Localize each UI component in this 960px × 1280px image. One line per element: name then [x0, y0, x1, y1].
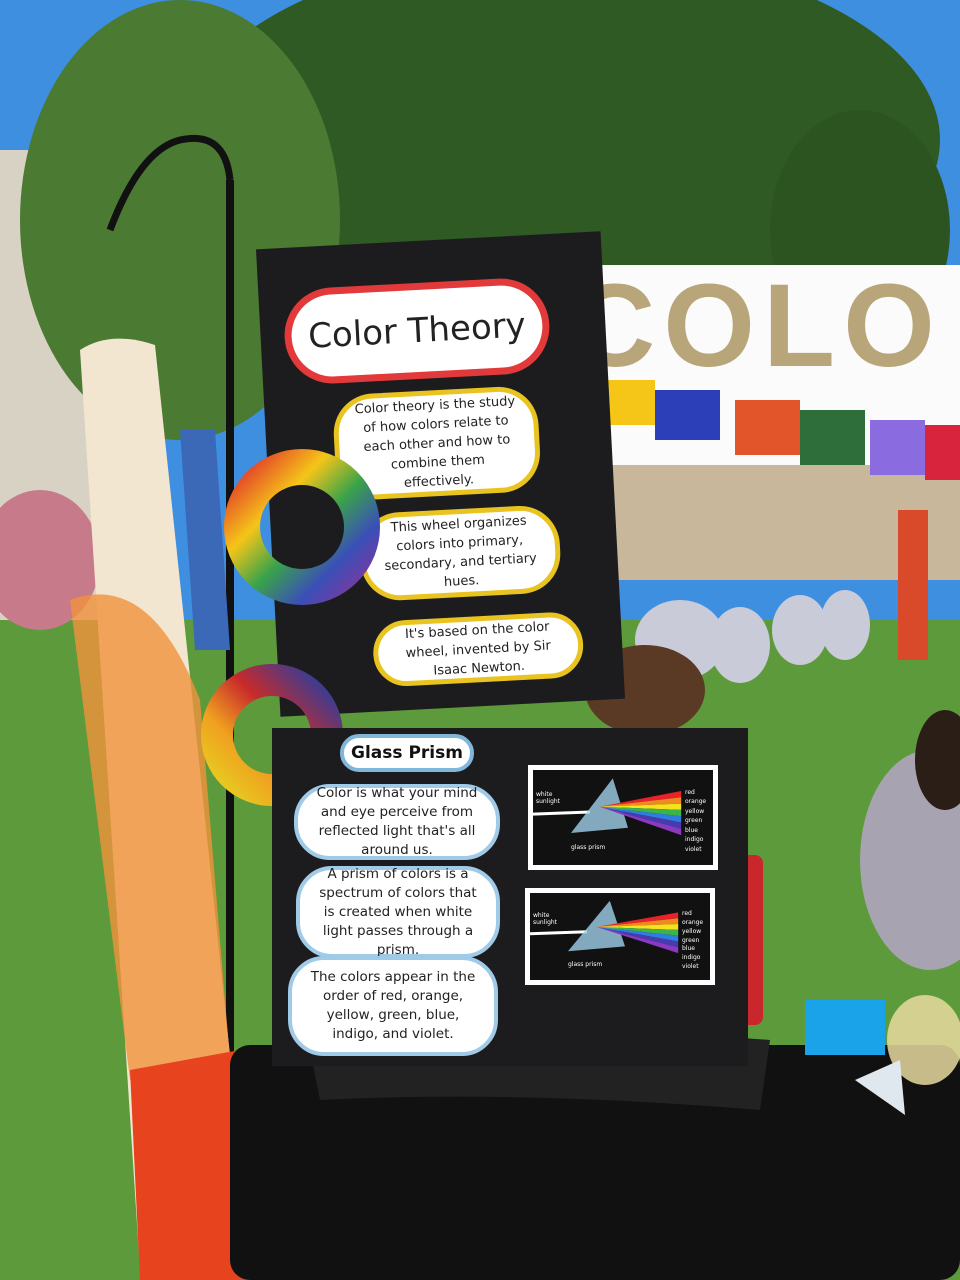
spectrum-label: blue: [685, 826, 698, 834]
spectrum-label: indigo: [682, 954, 701, 962]
diagram-label: glass prism: [571, 843, 606, 851]
spectrum-band: [599, 803, 682, 810]
hook: [106, 134, 234, 232]
windsock-blue: [180, 430, 230, 650]
bowl: [887, 995, 960, 1085]
spectrum-label: violet: [685, 845, 702, 853]
light-beam: [533, 810, 591, 816]
prism-drawing: [530, 900, 679, 954]
spectrum-band: [596, 918, 679, 927]
spectrum-band: [596, 926, 679, 936]
spectrum-label: indigo: [685, 836, 704, 844]
windsock-far: [898, 510, 928, 660]
diagram-label: white sunlight: [533, 912, 558, 927]
spectrum-label: orange: [685, 798, 707, 806]
prism-drawing: [533, 778, 682, 836]
paragraph: This wheel organizes colors into primary…: [357, 503, 563, 603]
shrub: [0, 490, 100, 630]
people: [585, 590, 960, 970]
spectrum-label: blue: [682, 945, 695, 953]
spectrum-label: yellow: [682, 927, 702, 935]
spectrum-label: red: [685, 788, 695, 796]
toy: [805, 1000, 885, 1055]
diagram-panel: white sunlight glass prism red orange yellow…: [533, 770, 713, 865]
spectrum-label: orange: [682, 919, 704, 927]
banner-text: COLO: [570, 260, 943, 392]
prism: [571, 778, 628, 833]
spectrum-label: red: [682, 910, 692, 918]
spectrum-label: green: [682, 936, 700, 944]
poster-title: Glass Prism: [340, 734, 474, 772]
light-beam: [530, 930, 588, 936]
paragraph: A prism of colors is a spectrum of color…: [296, 866, 500, 958]
diagram-label: white sunlight: [536, 791, 561, 805]
paragraph: Color is what your mind and eye perceive…: [294, 784, 500, 860]
prism: [568, 900, 625, 952]
windsock-tail: [130, 1050, 250, 1280]
spectrum-label: yellow: [685, 807, 705, 815]
table: [230, 1045, 960, 1280]
paragraph: It's based on the color wheel, invented …: [371, 610, 585, 688]
diagram-panel: white sunlight glass prism red orange yellow…: [530, 893, 710, 980]
paragraph: The colors appear in the order of red, o…: [288, 956, 498, 1056]
spectrum-label: green: [685, 817, 703, 825]
paragraph: Color theory is the study of how colors …: [331, 384, 543, 502]
prism-diagram: white sunlight glass prism red orange yellow…: [525, 888, 715, 985]
windsock-scales: [70, 594, 230, 1080]
color-theory-poster: Color Theory Color theory is the study o…: [255, 231, 626, 717]
spectrum-label: violet: [682, 962, 699, 970]
spectrum-band: [596, 924, 679, 930]
prism-diagram: white sunlight glass prism red orange yellow…: [528, 765, 718, 870]
prism-object: [855, 1060, 905, 1115]
diagram-label: glass prism: [568, 960, 603, 968]
poster-title: Color Theory: [282, 276, 552, 386]
spectrum-band: [596, 926, 679, 942]
